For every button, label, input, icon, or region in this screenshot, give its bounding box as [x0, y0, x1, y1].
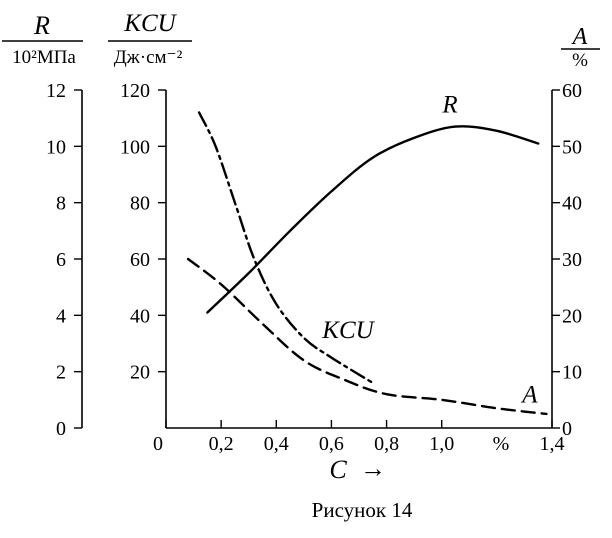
r-tick-label: 8: [56, 193, 66, 215]
x-tick-label: 0: [153, 433, 163, 455]
a-axis-ticks: 0 10 20 30 40 50 60: [552, 80, 582, 440]
a-axis-title: A: [571, 24, 588, 50]
a-tick-label: 30: [562, 249, 582, 271]
r-tick-label: 0: [56, 418, 66, 440]
x-tick-label: 1,0: [429, 433, 454, 455]
a-curve-label: A: [520, 382, 538, 409]
r-axis-ticks: 0 2 4 6 8 10 12: [46, 80, 82, 440]
a-tick-label: 20: [562, 305, 582, 327]
a-tick-label: 10: [562, 362, 582, 384]
a-tick-label: 40: [562, 193, 582, 215]
r-tick-label: 2: [56, 362, 66, 384]
x-axis-ticks: 0 0,2 0,4 0,6 0,8 1,0 1,4: [153, 420, 565, 455]
r-axis-unit: 10²МПа: [12, 47, 76, 68]
x-axis-arrow: →: [360, 454, 386, 483]
kcu-axis-title: KCU: [123, 10, 177, 37]
r-tick-label: 6: [56, 249, 66, 271]
r-axis-title: R: [33, 11, 50, 40]
r-tick-label: 12: [46, 80, 66, 102]
r-curve: [206, 125, 540, 314]
curves: [186, 111, 548, 416]
x-tick-label: 1,4: [540, 433, 565, 455]
kcu-tick-label: 120: [120, 80, 150, 102]
kcu-axis-unit: Дж·см⁻²: [114, 47, 183, 68]
a-tick-label: 60: [562, 80, 582, 102]
curve-labels: R KCU A: [321, 92, 538, 409]
kcu-tick-label: 60: [130, 249, 150, 271]
x-tick-label: 0,6: [319, 433, 344, 455]
kcu-tick-label: 100: [120, 136, 150, 158]
figure-caption: Рисунок 14: [312, 498, 413, 522]
x-tick-label: 0,4: [264, 433, 289, 455]
r-tick-label: 4: [56, 305, 66, 327]
x-axis-title: C: [329, 455, 347, 484]
kcu-tick-label: 80: [130, 193, 150, 215]
a-tick-label: 50: [562, 136, 582, 158]
kcu-tick-label: 40: [130, 305, 150, 327]
kcu-tick-label: 20: [130, 362, 150, 384]
r-curve-label: R: [441, 92, 457, 119]
x-tick-label: 0,8: [374, 433, 399, 455]
x-axis-unit-tick: %: [493, 433, 510, 455]
a-tick-label: 0: [562, 418, 572, 440]
kcu-curve: [197, 111, 374, 385]
a-curve: [186, 257, 548, 416]
kcu-curve-label: KCU: [321, 317, 375, 344]
a-axis-unit: %: [572, 50, 588, 71]
kcu-axis-ticks: 20 40 60 80 100 120: [120, 80, 166, 384]
x-tick-label: 0,2: [209, 433, 234, 455]
r-tick-label: 10: [46, 136, 66, 158]
